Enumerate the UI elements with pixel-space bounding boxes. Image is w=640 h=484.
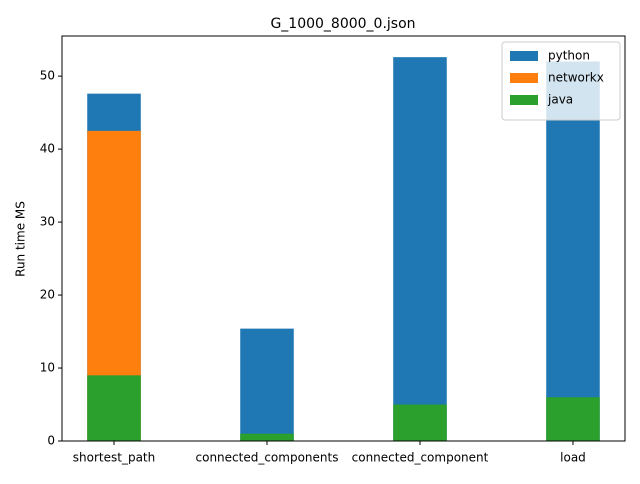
y-axis-label: Run time MS [14, 201, 28, 277]
bar [240, 328, 294, 441]
plot-frame [61, 35, 626, 442]
y-tick-label: 30 [40, 215, 55, 229]
legend-label: python [548, 49, 590, 63]
bar [240, 433, 294, 441]
y-tick-label: 50 [40, 69, 55, 83]
bar [546, 61, 600, 442]
legend-swatch [510, 51, 538, 61]
y-tick-label: 10 [40, 361, 55, 375]
x-tick-label: connected_component [352, 451, 489, 465]
legend-swatch [510, 95, 538, 105]
bar [393, 57, 447, 441]
legend-swatch [510, 73, 538, 83]
y-tick-label: 40 [40, 142, 55, 156]
y-tick-label: 20 [40, 288, 55, 302]
legend-label: java [547, 93, 573, 107]
bar [393, 404, 447, 441]
legend-label: networkx [548, 71, 604, 85]
y-tick-label: 0 [47, 434, 55, 448]
x-tick-label: shortest_path [73, 451, 155, 465]
x-tick-label: load [560, 451, 586, 465]
bar [87, 375, 141, 441]
x-tick-label: connected_components [196, 451, 339, 465]
bar [546, 397, 600, 441]
chart-title: G_1000_8000_0.json [270, 16, 415, 32]
